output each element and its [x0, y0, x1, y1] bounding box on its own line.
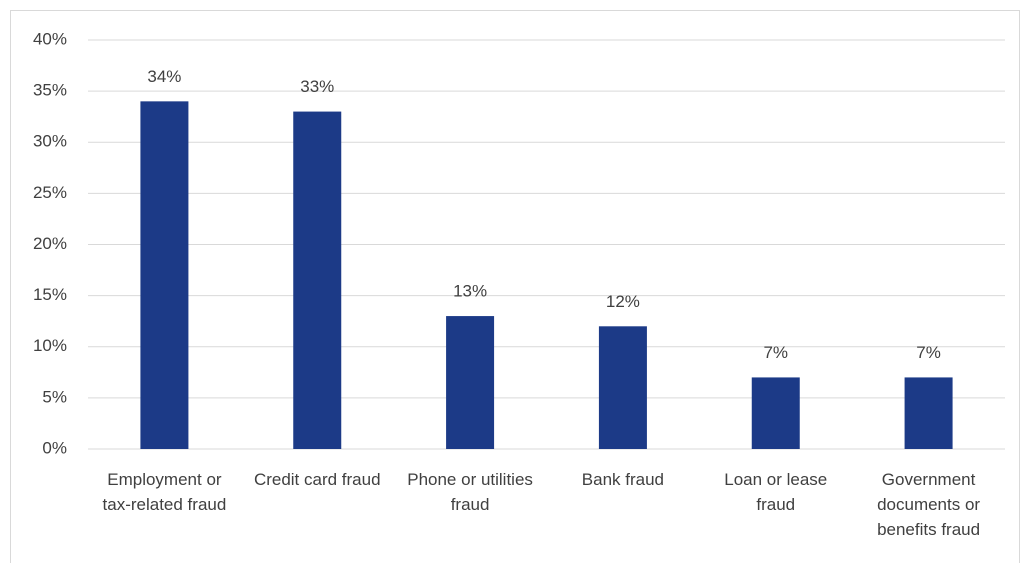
- data-label: 12%: [606, 292, 640, 311]
- y-tick-label: 40%: [33, 29, 67, 48]
- x-tick-label: Loan or lease fraud: [724, 470, 827, 514]
- bar: [904, 377, 953, 449]
- x-tick-label: Bank fraud: [582, 470, 664, 489]
- y-tick-label: 15%: [33, 285, 67, 304]
- data-label: 7%: [916, 343, 941, 362]
- bar: [751, 377, 800, 449]
- bar: [293, 111, 342, 449]
- x-tick-label: Employment or tax-related fraud: [103, 470, 227, 514]
- y-tick-label: 20%: [33, 234, 67, 253]
- x-tick-label: Government documents or benefits fraud: [877, 470, 980, 539]
- y-tick-label: 0%: [42, 438, 67, 457]
- y-tick-label: 35%: [33, 81, 67, 100]
- y-tick-label: 25%: [33, 183, 67, 202]
- x-tick-label: Credit card fraud: [254, 470, 381, 489]
- data-label: 7%: [763, 343, 788, 362]
- data-label: 33%: [300, 77, 334, 96]
- data-label: 13%: [453, 282, 487, 301]
- x-tick-label: Phone or utilities fraud: [407, 470, 533, 514]
- data-label: 34%: [147, 67, 181, 86]
- bar: [140, 101, 189, 449]
- y-tick-label: 10%: [33, 336, 67, 355]
- y-tick-label: 5%: [42, 387, 67, 406]
- y-tick-label: 30%: [33, 132, 67, 151]
- bar: [598, 326, 647, 449]
- bar: [446, 316, 495, 449]
